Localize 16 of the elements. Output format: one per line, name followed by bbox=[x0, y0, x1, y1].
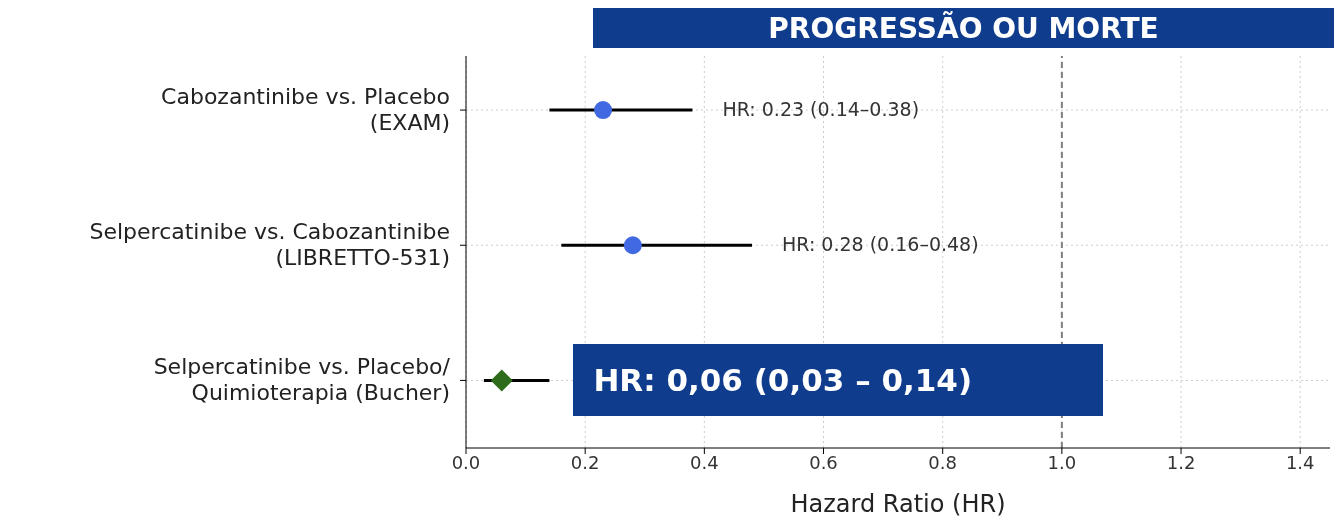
x-tick-label: 0.6 bbox=[809, 451, 838, 473]
x-tick-label: 1.2 bbox=[1166, 451, 1196, 473]
y-tick-label: Selpercatinibe vs. Placebo/ Quimioterapia (Bucher) bbox=[153, 354, 451, 406]
x-tick-label: 1.0 bbox=[1047, 451, 1077, 473]
x-tick-label: 0.2 bbox=[570, 451, 600, 473]
x-tick-label: 0.4 bbox=[690, 451, 719, 473]
annotation: HR: 0.28 (0.16–0.48) bbox=[782, 233, 979, 256]
x-tick-label: 0.0 bbox=[451, 451, 481, 473]
y-tick-label: Selpercatinibe vs. Cabozantinibe (LIBRETTO-531) bbox=[89, 219, 450, 271]
y-tick-label: Cabozantinibe vs. Placebo (EXAM) bbox=[161, 84, 450, 136]
annotation: HR: 0.23 (0.14–0.38) bbox=[722, 98, 920, 121]
callout-box: HR: 0,06 (0,03 – 0,14) bbox=[573, 344, 1104, 417]
x-axis-title: Hazard Ratio (HR) bbox=[790, 490, 1006, 518]
x-tick-label: 1.4 bbox=[1285, 451, 1315, 473]
chart-title: PROGRESSÃO OU MORTE bbox=[593, 8, 1334, 48]
x-tick-label: 0.8 bbox=[928, 451, 958, 473]
